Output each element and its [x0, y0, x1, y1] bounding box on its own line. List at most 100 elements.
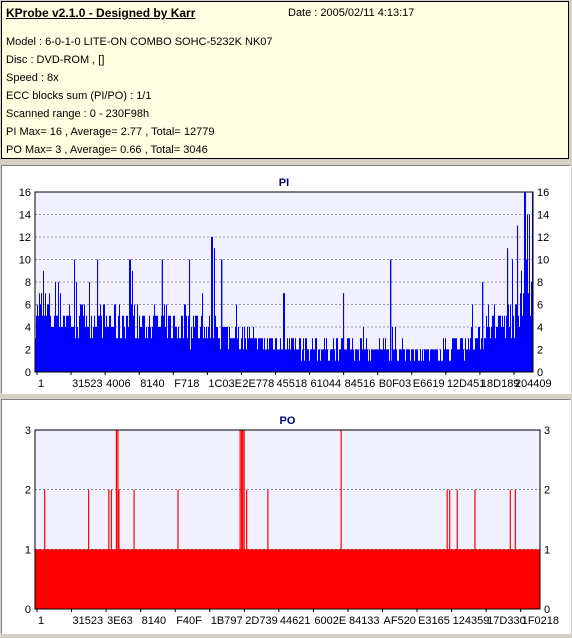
pi-bar: [340, 349, 341, 372]
pi-bar: [278, 349, 279, 372]
plot-border: [34, 191, 534, 373]
pi-bar: [271, 338, 272, 372]
pi-bar: [356, 349, 357, 372]
pi-bar: [172, 338, 173, 372]
pi-bar: [327, 349, 328, 372]
pi-bar: [249, 327, 250, 372]
pi-bar: [84, 304, 85, 372]
pi-bar: [282, 349, 283, 372]
y-tick-label-left: 16: [19, 187, 31, 199]
pi-bar: [370, 360, 371, 372]
y-tick-label-left: 10: [19, 255, 31, 267]
pi-bar: [37, 304, 38, 372]
po-chart: PO0 01 12 23 31 31523 3E63 8140 F40F 1B797 2D739 44…: [25, 415, 559, 627]
po-spike: [456, 489, 458, 609]
scan-date: Date : 2005/02/11 4:13:17: [288, 7, 415, 19]
pi-bar: [61, 327, 62, 372]
pi-bar: [387, 349, 388, 372]
pi-bar: [107, 327, 108, 372]
pi-bar: [209, 315, 210, 372]
pi-bar: [144, 315, 145, 372]
pi-bar: [244, 327, 245, 372]
pi-bar: [365, 349, 366, 372]
pi-bar: [94, 315, 95, 372]
pi-bar: [461, 338, 462, 372]
pi-bar: [273, 349, 274, 372]
pi-bar: [243, 349, 244, 372]
pi-bar: [322, 349, 323, 372]
pi-bar: [179, 338, 180, 372]
pi-bar: [208, 327, 209, 372]
po-spike: [474, 489, 476, 609]
pi-bar: [465, 338, 466, 372]
pi-bar: [341, 338, 342, 372]
pi-bar: [318, 349, 319, 372]
pi-bar: [329, 360, 330, 372]
pi-bar: [471, 327, 472, 372]
x-tick-label: 8140: [140, 378, 164, 390]
pi-bar: [229, 327, 230, 372]
pi-bar: [394, 349, 395, 372]
pi-bar: [530, 315, 531, 372]
pi-bar: [350, 349, 351, 372]
pi-bar: [190, 349, 191, 372]
x-tick-label: 8140: [142, 615, 166, 627]
pi-bar: [443, 338, 444, 372]
pi-bar: [226, 327, 227, 372]
pi-bar: [521, 270, 522, 372]
pi-bar: [371, 349, 372, 372]
pi-bar: [250, 338, 251, 372]
pi-bar: [88, 327, 89, 372]
pi-bar: [299, 338, 300, 372]
pi-bar: [439, 360, 440, 372]
pi-bar: [169, 315, 170, 372]
pi-bar: [432, 349, 433, 372]
pi-bar: [375, 349, 376, 372]
pi-bar: [146, 327, 147, 372]
pi-bar: [66, 315, 67, 372]
pi-bar: [479, 327, 480, 372]
pi-bar: [456, 338, 457, 372]
pi-bar: [270, 338, 271, 372]
pi-bar: [196, 315, 197, 372]
pi-bar: [182, 315, 183, 372]
x-tick-label: 4006: [106, 378, 130, 390]
pi-bar: [104, 304, 105, 372]
pi-bar: [313, 349, 314, 372]
pi-bar: [414, 360, 415, 372]
pi-bar: [279, 349, 280, 372]
pi-peak: [161, 259, 163, 372]
pi-bar: [207, 338, 208, 372]
x-tick-label: 84133: [349, 615, 380, 627]
pi-bar: [185, 304, 186, 372]
pi-bar: [137, 304, 138, 372]
pi-bar: [475, 338, 476, 372]
pi-bar: [297, 349, 298, 372]
pi-bar: [386, 349, 387, 372]
pi-bar: [59, 327, 60, 372]
pi-bar: [511, 338, 512, 372]
y-tick-label-right: 6: [537, 300, 543, 312]
x-tick-label: 124359: [453, 615, 490, 627]
po-spike: [514, 489, 516, 609]
pi-bar: [493, 315, 494, 372]
po-spike: [117, 430, 119, 609]
pi-bar: [326, 338, 327, 372]
pi-bar: [260, 338, 261, 372]
pi-bar: [218, 338, 219, 372]
y-tick-label-left: 12: [19, 232, 31, 244]
pi-bar: [429, 360, 430, 372]
y-tick-label-left: 3: [25, 425, 31, 437]
pi-bar: [518, 315, 519, 372]
pi-bar: [51, 327, 52, 372]
pi-bar: [462, 338, 463, 372]
pi-bar: [287, 338, 288, 372]
pi-bar: [238, 327, 239, 372]
pi-bar: [369, 349, 370, 372]
y-tick-label-left: 14: [19, 210, 31, 222]
pi-peak: [283, 293, 285, 372]
pi-bar: [291, 338, 292, 372]
pi-bar: [228, 349, 229, 372]
pi-bar: [276, 338, 277, 372]
pi-bar: [520, 293, 521, 372]
